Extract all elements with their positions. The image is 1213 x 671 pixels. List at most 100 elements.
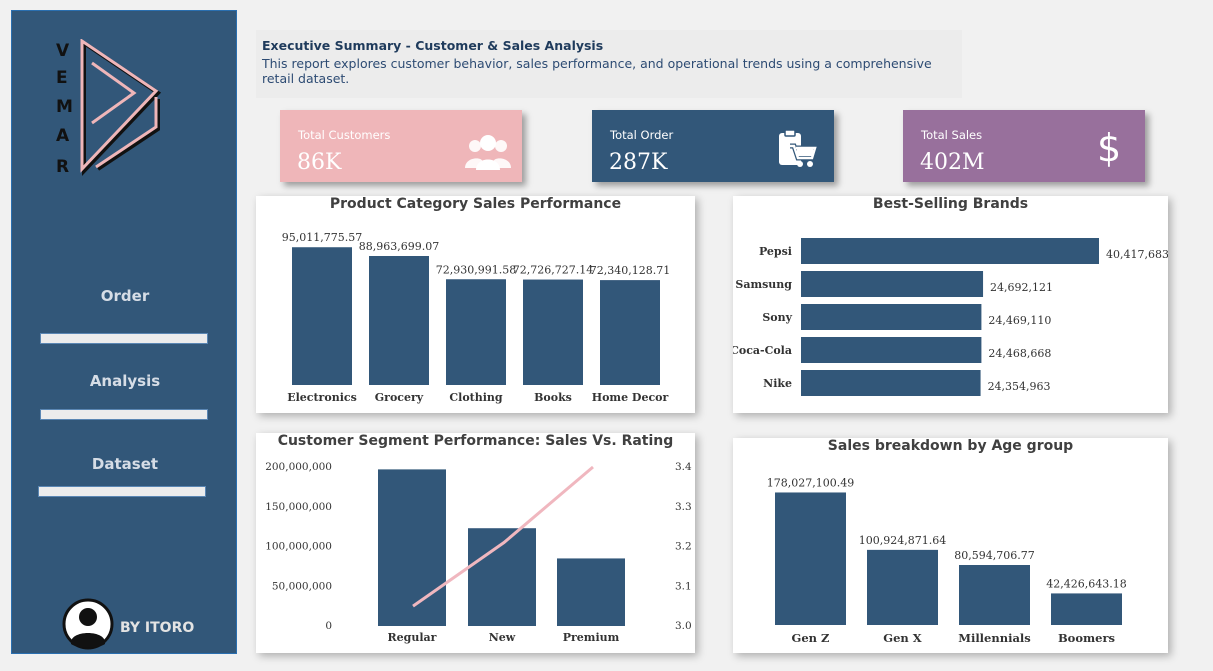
bar xyxy=(600,280,660,385)
logo-letter: R xyxy=(56,157,70,177)
kpi-label: Total Sales xyxy=(921,128,983,142)
kpi-total-sales: Total Sales 402M $ xyxy=(903,110,1145,182)
bar xyxy=(292,247,352,385)
kpi-total-customers: Total Customers 86K xyxy=(280,110,522,182)
kpi-value: 402M xyxy=(920,150,985,175)
y2-tick-label: 3.0 xyxy=(675,620,692,632)
bar xyxy=(867,549,938,625)
y-tick-label: 200,000,000 xyxy=(265,461,332,473)
kpi-label: Total Customers xyxy=(298,128,391,142)
data-label: 95,011,775.57 xyxy=(282,231,362,244)
x-tick-label: Regular xyxy=(388,631,437,644)
data-label: 24,468,668 xyxy=(988,347,1051,360)
data-label: 100,924,871.64 xyxy=(859,534,946,547)
chart-title: Best-Selling Brands xyxy=(872,196,1029,212)
data-label: 42,426,643.18 xyxy=(1046,577,1126,590)
bar xyxy=(801,337,982,363)
kpi-label: Total Order xyxy=(610,128,674,142)
chart-age-group: 178,027,100.49 Gen Z 100,924,871.64 Gen X 80… xyxy=(767,476,1127,645)
y-tick-label: Nike xyxy=(763,377,792,390)
page-title: Executive Summary - Customer & Sales Ana… xyxy=(262,38,604,53)
data-label: 88,963,699.07 xyxy=(359,240,439,253)
y2-tick-label: 3.2 xyxy=(675,541,692,553)
y-tick-label: 0 xyxy=(325,620,332,632)
x-tick-label: Premium xyxy=(563,631,620,644)
bar xyxy=(801,238,1099,264)
chart-title: Customer Segment Performance: Sales Vs. … xyxy=(277,433,674,449)
nav-dataset[interactable]: Dataset xyxy=(91,455,159,473)
chart-customer-segment: 200,000,000 150,000,000 100,000,000 50,000,… xyxy=(265,461,692,644)
x-tick-label: Millennials xyxy=(958,631,1031,645)
users-icon xyxy=(465,135,511,170)
y-tick-label: Sony xyxy=(762,311,792,324)
page-description: This report explores customer behavior, … xyxy=(262,56,932,86)
chart-title: Product Category Sales Performance xyxy=(329,196,622,212)
chart-product-category: 95,011,775.57 Electronics 88,963,699.07 Gro… xyxy=(282,231,670,404)
kpi-value: 287K xyxy=(609,150,668,175)
panel-age-group: Sales breakdown by Age group 178,027,100… xyxy=(733,438,1168,653)
y-tick-label: 100,000,000 xyxy=(265,541,332,553)
x-tick-label: Books xyxy=(534,391,572,404)
logo-letter: M xyxy=(56,97,73,117)
y2-tick-label: 3.1 xyxy=(675,580,692,592)
panel-product-category: Product Category Sales Performance 95,01… xyxy=(256,196,695,413)
y-tick-label: Samsung xyxy=(735,278,792,291)
bar xyxy=(775,492,846,625)
bar xyxy=(1051,593,1122,625)
data-label: 72,340,128.71 xyxy=(590,264,670,277)
logo-triangle-icon xyxy=(80,39,162,177)
bar xyxy=(959,565,1030,625)
bar xyxy=(557,558,625,626)
x-tick-label: Electronics xyxy=(287,391,357,404)
y2-tick-label: 3.4 xyxy=(675,461,692,473)
y-tick-label: 150,000,000 xyxy=(265,501,332,513)
x-tick-label: Gen X xyxy=(883,631,922,645)
kpi-value: 86K xyxy=(297,150,342,175)
bar xyxy=(801,370,981,396)
y2-tick-label: 3.3 xyxy=(675,501,692,513)
y-tick-label: 50,000,000 xyxy=(272,580,332,592)
data-label: 72,726,727.14 xyxy=(513,264,593,277)
avatar xyxy=(62,598,114,650)
data-label: 178,027,100.49 xyxy=(767,476,854,489)
dollar-icon: $ xyxy=(1097,126,1122,170)
chart-title: Sales breakdown by Age group xyxy=(827,438,1074,454)
logo: V E M A R xyxy=(12,11,238,201)
data-label: 24,692,121 xyxy=(990,281,1053,294)
x-tick-label: New xyxy=(489,631,516,644)
author-label: BY ITORO xyxy=(120,620,195,636)
nav-order[interactable]: Order xyxy=(100,287,150,305)
bar xyxy=(801,304,982,330)
data-label: 72,930,991.58 xyxy=(436,263,516,276)
panel-customer-segment: Customer Segment Performance: Sales Vs. … xyxy=(256,433,695,653)
logo-letter: A xyxy=(56,126,70,146)
nav-dataset-button[interactable] xyxy=(38,486,206,497)
x-tick-label: Home Decor xyxy=(592,391,669,404)
bar xyxy=(801,271,984,297)
data-label: 24,469,110 xyxy=(988,314,1051,327)
kpi-total-order: Total Order 287K xyxy=(592,110,834,182)
bar xyxy=(378,469,446,626)
bar xyxy=(523,279,583,385)
x-tick-label: Boomers xyxy=(1058,631,1115,645)
bar xyxy=(446,279,506,385)
bar xyxy=(369,256,429,385)
x-tick-label: Gen Z xyxy=(792,631,830,645)
data-label: 80,594,706.77 xyxy=(954,549,1034,562)
report-header: Executive Summary - Customer & Sales Ana… xyxy=(256,30,962,98)
logo-letter: E xyxy=(56,68,68,88)
sidebar: V E M A R Order Analysis Dataset BY ITOR… xyxy=(11,10,237,654)
nav-analysis-button[interactable] xyxy=(40,409,208,420)
nav-order-button[interactable] xyxy=(40,333,208,344)
logo-letter: V xyxy=(56,41,70,61)
order-cart-icon xyxy=(779,129,818,167)
data-label: 40,417,683 xyxy=(1106,248,1168,261)
rating-line xyxy=(412,465,594,608)
panel-best-selling-brands: Best-Selling Brands Pepsi 40,417,683 Samsu… xyxy=(733,196,1168,413)
data-label: 24,354,963 xyxy=(988,380,1051,393)
chart-best-selling-brands: Pepsi 40,417,683 Samsung 24,692,121 Sony 24,4… xyxy=(733,238,1168,396)
x-tick-label: Clothing xyxy=(449,391,503,404)
y-tick-label: Coca-Cola xyxy=(733,344,792,357)
nav-analysis[interactable]: Analysis xyxy=(89,372,161,390)
x-tick-label: Grocery xyxy=(375,391,424,404)
